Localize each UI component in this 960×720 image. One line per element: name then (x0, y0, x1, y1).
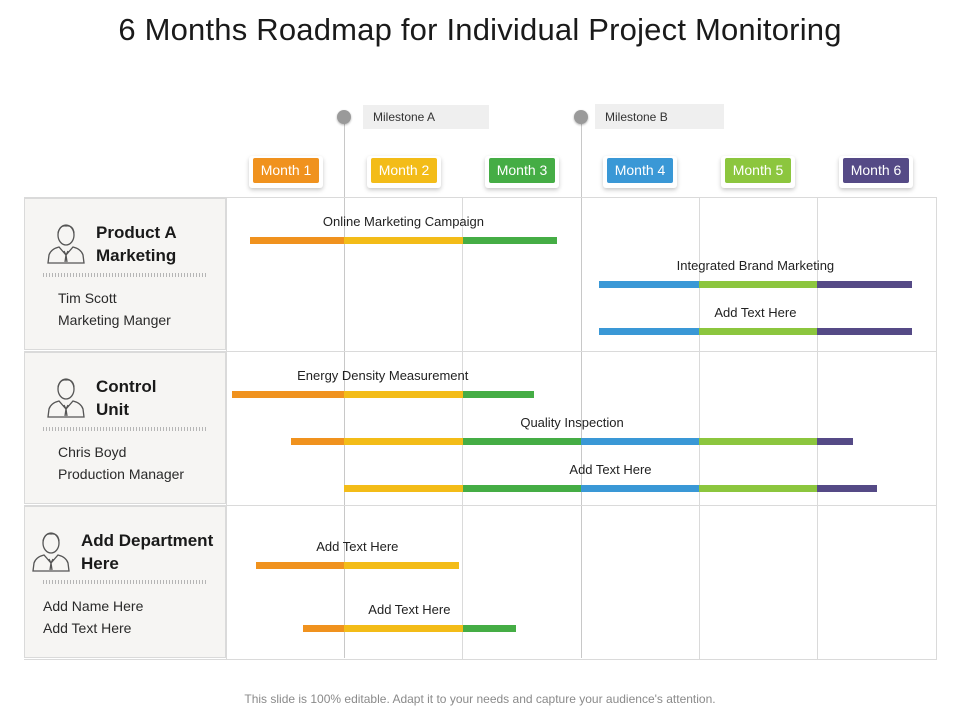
month-tab-1: Month 1 (249, 156, 323, 188)
milestone-a-line (344, 118, 345, 658)
month-tab-6: Month 6 (839, 156, 913, 188)
task-bar (291, 438, 853, 445)
task-bar-segment (817, 281, 913, 288)
department-person: Tim Scott Marketing Manger (58, 290, 171, 328)
month-tab-4: Month 4 (603, 156, 677, 188)
milestone-a-marker (337, 110, 351, 124)
task-label: Add Text Here (714, 305, 797, 320)
task-bar (598, 281, 913, 288)
task-bar-segment (462, 625, 516, 632)
month-tab-label: Month 6 (843, 158, 909, 183)
task-bar-segment (699, 328, 818, 335)
task-label: Energy Density Measurement (297, 368, 469, 383)
task-bar-segment (231, 391, 345, 398)
department-name: Product A Marketing (96, 223, 177, 265)
department-divider (43, 580, 207, 584)
month-tab-label: Month 3 (489, 158, 555, 183)
task-bar-segment (344, 237, 463, 244)
task-bar-segment (817, 328, 913, 335)
task-bar-segment (344, 485, 463, 492)
department-divider (43, 427, 207, 431)
person-icon (47, 378, 85, 418)
department-name: Add Department Here (81, 531, 214, 573)
task-bar (302, 625, 516, 632)
month-tab-label: Month 5 (725, 158, 791, 183)
task-bar (344, 485, 877, 492)
task-bar-segment (699, 438, 818, 445)
task-bar-segment (344, 562, 460, 569)
task-label: Add Text Here (316, 539, 399, 554)
department-divider (43, 273, 207, 277)
task-label: Quality Inspection (520, 415, 624, 430)
task-bar-segment (817, 438, 853, 445)
task-bar-segment (344, 391, 463, 398)
task-bar-segment (699, 281, 818, 288)
person-icon (32, 532, 70, 572)
month-tab-3: Month 3 (485, 156, 559, 188)
task-label: Integrated Brand Marketing (676, 258, 835, 273)
month-tab-5: Month 5 (721, 156, 795, 188)
task-label: Online Marketing Campaign (322, 214, 485, 229)
task-bar-segment (302, 625, 345, 632)
milestone-b-line (581, 118, 582, 658)
month-tab-label: Month 4 (607, 158, 673, 183)
milestone-b-label: Milestone B (595, 104, 724, 129)
task-bar (249, 237, 558, 244)
milestone-b-marker (574, 110, 588, 124)
footer-note: This slide is 100% editable. Adapt it to… (244, 692, 716, 706)
task-bar-segment (817, 485, 877, 492)
task-label: Add Text Here (569, 462, 652, 477)
task-bar-segment (462, 391, 534, 398)
task-bar (255, 562, 460, 569)
department-person: Add Name Here Add Text Here (43, 598, 144, 636)
task-bar-segment (580, 438, 700, 445)
task-bar-segment (462, 485, 581, 492)
task-bar-segment (598, 328, 700, 335)
month-tab-label: Month 2 (371, 158, 437, 183)
department-person: Chris Boyd Production Manager (58, 444, 185, 482)
month-tab-label: Month 1 (253, 158, 319, 183)
task-bar-segment (598, 281, 700, 288)
task-bar-segment (344, 625, 463, 632)
person-icon (47, 224, 85, 264)
task-bar (231, 391, 534, 398)
task-bar-segment (255, 562, 345, 569)
task-bar-segment (462, 438, 581, 445)
page-title: 6 Months Roadmap for Individual Project … (118, 12, 842, 47)
department-name: Control Unit (96, 377, 157, 419)
milestone-a-label: Milestone A (363, 105, 489, 129)
month-tab-2: Month 2 (367, 156, 441, 188)
task-bar-segment (462, 237, 558, 244)
task-label: Add Text Here (368, 602, 451, 617)
task-bar-segment (580, 485, 700, 492)
task-bar-segment (249, 237, 345, 244)
task-bar-segment (291, 438, 345, 445)
task-bar-segment (699, 485, 818, 492)
task-bar-segment (344, 438, 463, 445)
task-bar (598, 328, 913, 335)
